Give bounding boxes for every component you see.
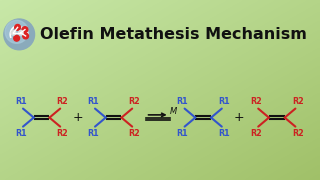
Text: R2: R2 <box>129 129 140 138</box>
Text: R1: R1 <box>218 129 230 138</box>
Circle shape <box>14 35 20 41</box>
Text: R1: R1 <box>15 129 27 138</box>
Text: M: M <box>170 107 178 116</box>
Circle shape <box>22 27 28 32</box>
Circle shape <box>23 33 28 39</box>
Text: R2: R2 <box>57 97 68 106</box>
Text: R1: R1 <box>15 97 27 106</box>
Circle shape <box>19 31 23 35</box>
Circle shape <box>11 31 16 35</box>
Text: R2: R2 <box>57 129 68 138</box>
Text: Olefin Metathesis Mechanism: Olefin Metathesis Mechanism <box>40 27 307 42</box>
Text: R1: R1 <box>177 97 188 106</box>
Text: R2: R2 <box>129 97 140 106</box>
Circle shape <box>5 20 28 43</box>
Text: R1: R1 <box>87 97 99 106</box>
Text: +: + <box>72 111 83 124</box>
Text: R2: R2 <box>292 97 303 106</box>
Text: R1: R1 <box>87 129 99 138</box>
Text: R2: R2 <box>292 129 303 138</box>
Text: R1: R1 <box>177 129 188 138</box>
Text: +: + <box>234 111 244 124</box>
Circle shape <box>4 19 35 50</box>
Text: R2: R2 <box>250 129 262 138</box>
Text: R1: R1 <box>218 97 230 106</box>
Text: R2: R2 <box>250 97 262 106</box>
Circle shape <box>15 24 20 30</box>
